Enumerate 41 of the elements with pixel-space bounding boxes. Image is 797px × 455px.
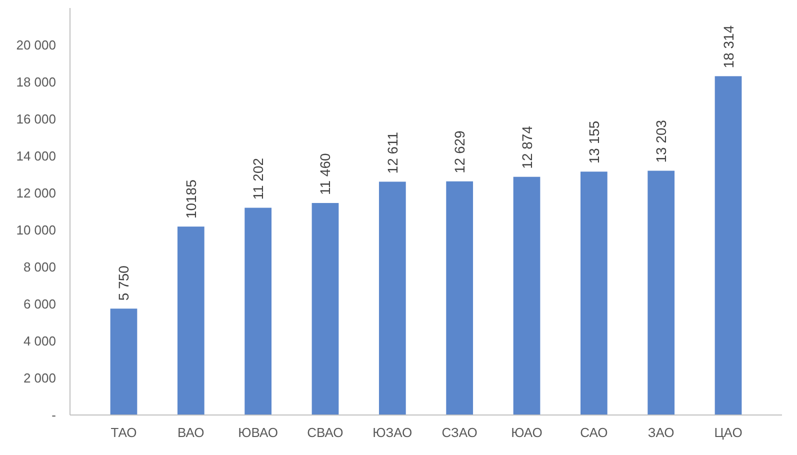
bar xyxy=(648,170,675,415)
y-tick-label: 8 000 xyxy=(23,260,56,275)
y-tick-label: 20 000 xyxy=(16,38,56,53)
x-tick-label: ЗАО xyxy=(648,425,674,440)
bar xyxy=(513,176,540,415)
bar xyxy=(714,76,742,415)
bar xyxy=(378,182,406,415)
y-tick-label: 6 000 xyxy=(23,296,56,312)
y-tick-label: 2 000 xyxy=(23,370,56,386)
y-tick-label: 14 000 xyxy=(16,148,56,164)
data-label: 11 460 xyxy=(317,152,334,195)
x-tick-label: СЗАО xyxy=(442,425,478,440)
x-tick-label: ЦАО xyxy=(714,425,742,440)
y-tick-label: 16 000 xyxy=(16,112,56,127)
bar xyxy=(312,202,339,415)
bar xyxy=(110,308,138,415)
y-tick-label: 4 000 xyxy=(23,334,56,349)
data-label: 10185 xyxy=(182,179,199,219)
x-tick-label: ТАО xyxy=(110,425,137,440)
y-tick-label: - xyxy=(52,408,56,423)
bar xyxy=(244,208,272,415)
bar xyxy=(580,172,608,415)
data-label: 12 629 xyxy=(452,130,468,174)
y-tick-label: 18 000 xyxy=(16,74,56,90)
data-label: 5 750 xyxy=(116,265,132,301)
x-tick-label: ЮЗАО xyxy=(372,425,412,440)
x-tick-label: САО xyxy=(580,425,608,440)
y-tick-label: 12 000 xyxy=(16,186,56,201)
data-label: 11 202 xyxy=(250,158,266,200)
data-label: 13 203 xyxy=(653,120,670,163)
x-tick-label: ЮВАО xyxy=(238,425,278,440)
bar xyxy=(446,181,474,415)
data-label: 12 611 xyxy=(384,132,400,174)
data-label: 12 874 xyxy=(518,126,535,169)
x-tick-label: ЮАО xyxy=(511,425,542,440)
x-tick-label: СВАО xyxy=(307,425,344,440)
y-tick-label: 10 000 xyxy=(16,222,56,238)
data-label: 13 155 xyxy=(586,120,602,164)
data-label: 18 314 xyxy=(720,25,736,68)
bar xyxy=(177,226,204,415)
x-tick-label: ВАО xyxy=(178,425,204,440)
